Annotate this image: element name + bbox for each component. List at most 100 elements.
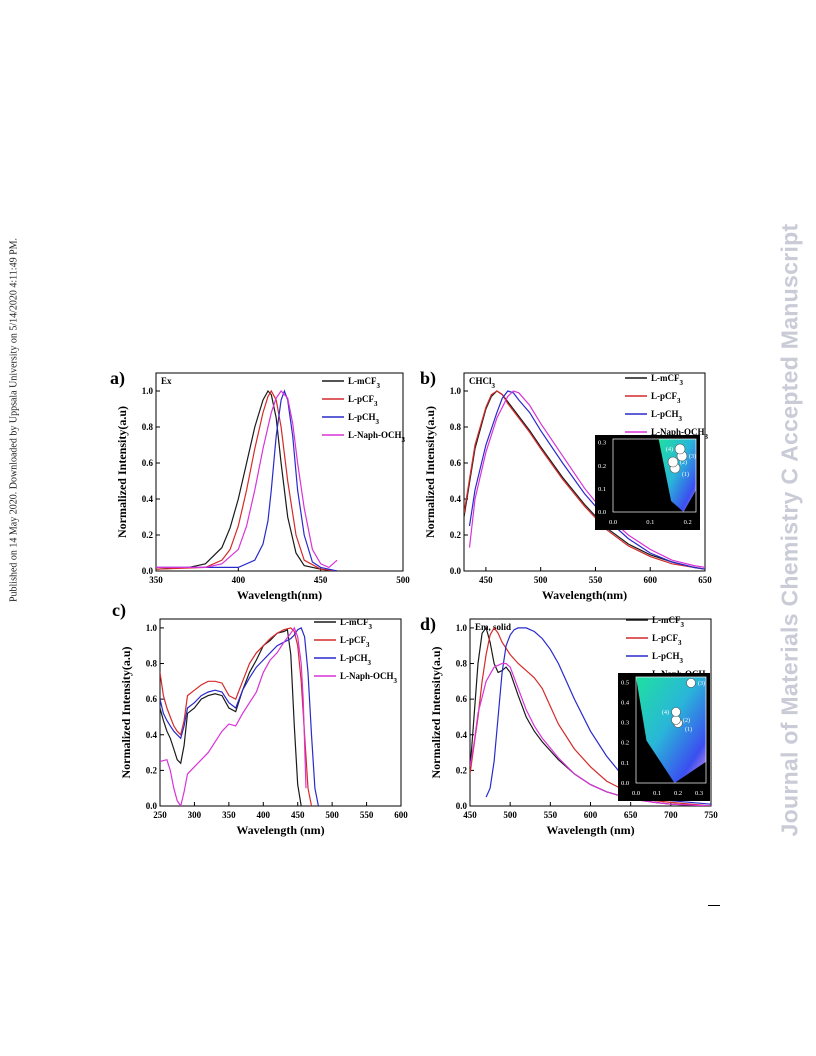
inset-y-tick-label: 0.1 [621, 760, 629, 767]
x-tick-label: 400 [232, 575, 246, 585]
legend-entry: L-pCF3 [652, 633, 682, 647]
legend-entry: L-pCF3 [348, 394, 378, 408]
panel-b: b) 450 500 550 600 650 0.0 0.2 0.4 0.6 0.8 1.0 Wavel… [420, 368, 712, 602]
panel-label: d) [420, 614, 436, 635]
cie-inset: 0.0 0.1 0.2 0.3 0.0 0.1 0.2 0.3 0.4 0.5 (1) (2) (3) (… [618, 673, 710, 801]
series-line-L-pCH3 [468, 390, 705, 570]
cie-point [671, 707, 681, 717]
series-line-L-pCF3 [156, 389, 338, 571]
panel-label: a) [110, 368, 125, 389]
panel-c: c) 250 300 350 400 450 500 550 600 0.0 0.2 0.4 0.6 0.… [112, 600, 408, 837]
x-tick-label: 550 [360, 810, 374, 820]
x-tick-label: 700 [664, 810, 678, 820]
y-tick-label: 1.0 [450, 386, 462, 396]
y-axis-label: Normalized Intensity(a.u) [119, 647, 133, 779]
x-tick-label: 650 [698, 575, 712, 585]
x-tick-label: 300 [188, 810, 202, 820]
inset-y-tick-label: 0.0 [598, 509, 606, 516]
inset-x-tick-label: 0.3 [695, 790, 703, 797]
y-tick-label: 0.8 [142, 422, 154, 432]
panel-label: b) [420, 368, 436, 389]
y-tick-label: 0.0 [450, 566, 462, 576]
x-tick-label: 400 [257, 810, 271, 820]
x-tick-label: 500 [396, 575, 410, 585]
inset-x-tick-label: 0.2 [674, 790, 682, 797]
inset-x-tick-label: 0.1 [653, 790, 661, 797]
y-tick-label: 0.6 [450, 458, 462, 468]
panel-d: d) 450 500 550 600 650 700 750 0.0 0.2 0.4 0.6 0.8 1.… [420, 614, 718, 837]
x-tick-label: 550 [589, 575, 603, 585]
cie-point-label: (3) [698, 680, 705, 687]
cie-point-label: (1) [685, 726, 692, 733]
x-axis-label: Wavelength (nm) [546, 823, 634, 837]
y-tick-label: 0.0 [142, 566, 154, 576]
inset-y-tick-label: 0.2 [621, 740, 629, 747]
inset-x-tick-label: 0.0 [632, 790, 640, 797]
inset-y-tick-label: 0.0 [621, 780, 629, 787]
x-tick-label: 450 [463, 810, 477, 820]
plot-frame [155, 372, 404, 572]
cie-point-label: (4) [666, 446, 673, 453]
legend-entry: L-pCF3 [340, 635, 370, 649]
inset-y-tick-label: 0.2 [598, 463, 606, 470]
inset-y-tick-label: 0.1 [598, 486, 606, 493]
inset-y-tick-label: 0.3 [621, 720, 629, 727]
legend-entry: L-mCF3 [651, 373, 684, 387]
y-tick-label: 0.8 [456, 659, 468, 669]
x-tick-label: 600 [584, 810, 598, 820]
inset-y-tick-label: 0.3 [598, 440, 606, 447]
y-tick-label: 1.0 [456, 623, 468, 633]
x-tick-label: 450 [291, 810, 305, 820]
y-tick-label: 0.4 [450, 494, 462, 504]
x-tick-label: 500 [534, 575, 548, 585]
cie-point-label: (3) [689, 453, 696, 460]
legend-entry: L-pCH3 [348, 412, 380, 426]
cie-point [674, 443, 686, 455]
legend-entry: L-pCH3 [340, 653, 372, 667]
legend-entry: L-Naph-OCH3 [651, 427, 709, 441]
x-tick-label: 450 [479, 575, 493, 585]
y-tick-label: 0.2 [146, 765, 158, 775]
y-tick-label: 1.0 [146, 623, 158, 633]
x-tick-label: 250 [153, 810, 167, 820]
inset-frame [635, 676, 707, 784]
panel-annotation: CHCl3 [469, 376, 496, 390]
series-line-L-Naph-OCH3 [160, 626, 307, 806]
series-line-L-mCF3 [160, 628, 302, 806]
plot-frame [463, 372, 706, 572]
legend-entry: L-mCF3 [652, 615, 685, 629]
series-line-L-Naph-OCH3 [468, 390, 705, 568]
y-tick-label: 0.2 [456, 765, 468, 775]
legend-entry: L-mCF3 [340, 617, 373, 631]
panel-annotation: Ex [161, 376, 172, 386]
panel-a: a) 350 400 450 500 0.0 0.2 0.4 0.6 0.8 1.0 Waveleng… [110, 368, 410, 602]
x-tick-label: 550 [544, 810, 558, 820]
y-tick-label: 0.4 [456, 730, 468, 740]
legend-entry: L-Naph-OCH3 [348, 430, 406, 444]
y-tick-label: 1.0 [142, 386, 154, 396]
legend-entry: L-mCF3 [348, 376, 381, 390]
x-tick-label: 450 [314, 575, 328, 585]
y-tick-label: 0.0 [146, 801, 158, 811]
y-axis-label: Normalized Intensity(a.u) [429, 647, 443, 779]
y-tick-label: 0.0 [456, 801, 468, 811]
cie-point-label: (2) [683, 717, 690, 724]
series-line-L-mCF3 [156, 389, 338, 571]
plot-frame [159, 618, 402, 807]
cie-point-label: (1) [682, 471, 689, 478]
y-tick-label: 0.6 [146, 694, 158, 704]
cie-point [667, 456, 679, 468]
x-tick-label: 350 [222, 810, 236, 820]
y-tick-label: 0.4 [146, 730, 158, 740]
x-tick-label: 350 [149, 575, 163, 585]
x-tick-label: 600 [394, 810, 408, 820]
x-axis-label: Wavelength(nm) [542, 588, 627, 602]
y-tick-label: 0.6 [456, 694, 468, 704]
legend-entry: L-pCH3 [651, 409, 683, 423]
series-line-L-pCH3 [156, 389, 338, 571]
cie-point [671, 715, 681, 725]
x-tick-label: 600 [643, 575, 657, 585]
cie-point [686, 678, 696, 688]
series-line-L-Naph-OCH3 [156, 390, 338, 569]
